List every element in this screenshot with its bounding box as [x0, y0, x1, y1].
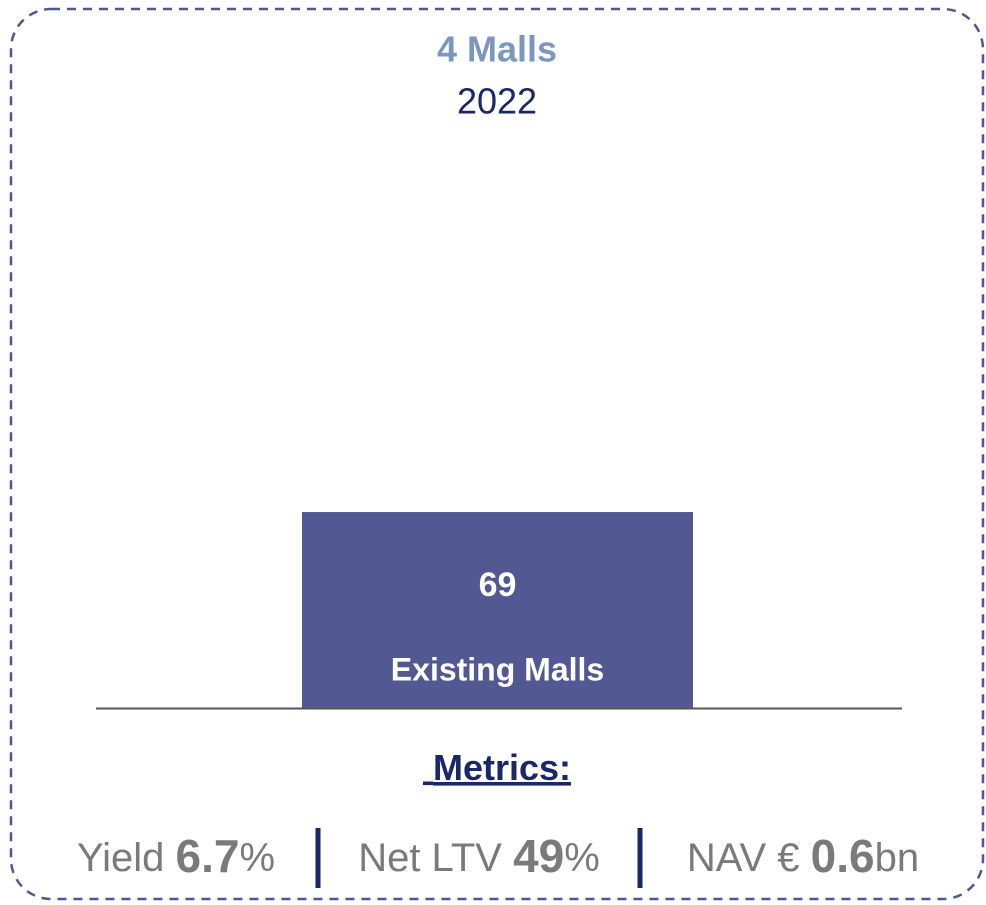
chart-title: 4 Malls [437, 29, 557, 70]
metric-value: 49 [513, 830, 564, 882]
metric: Net LTV 49% [358, 830, 600, 882]
bar-value-label: 69 [479, 566, 517, 604]
chart-subtitle: 2022 [457, 81, 537, 122]
bar-category-label: Existing Malls [391, 651, 604, 687]
metric-unit: bn [875, 836, 920, 880]
metric-unit: % [564, 836, 600, 880]
frame [9, 7, 985, 901]
metric-label: NAV € [687, 836, 800, 880]
metrics-heading: Metrics: [423, 747, 571, 788]
metrics-heading-text: Metrics: [433, 747, 571, 788]
metric: Yield 6.7% [77, 830, 275, 882]
metric: NAV € 0.6bn [687, 830, 919, 882]
metric-value: 6.7 [176, 830, 240, 882]
metric-label: Net LTV [358, 836, 502, 880]
bar [302, 512, 693, 708]
metric-unit: % [239, 836, 275, 880]
metric-label: Yield [77, 836, 164, 880]
metric-value: 0.6 [811, 830, 875, 882]
